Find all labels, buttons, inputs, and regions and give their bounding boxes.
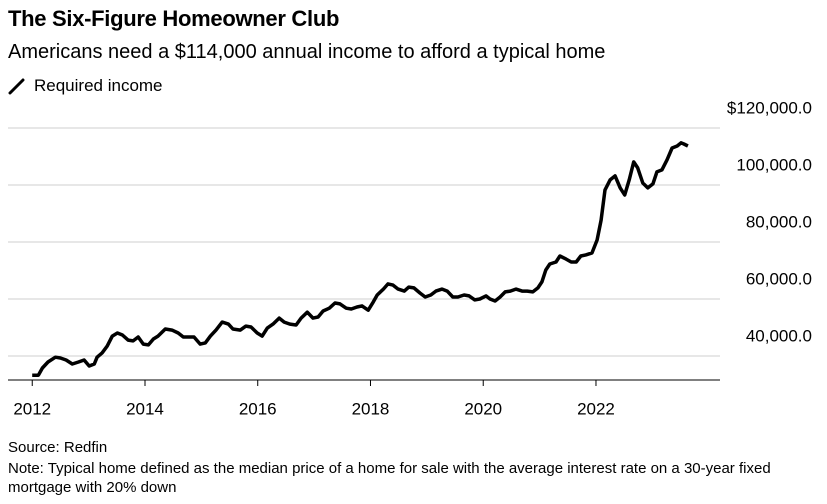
legend: Required income — [8, 76, 163, 96]
x-tick-label: 2012 — [13, 399, 51, 418]
y-tick-label: 60,000.0 — [746, 270, 812, 289]
chart-title: The Six-Figure Homeowner Club — [8, 6, 340, 31]
source: Source: Redfin — [8, 439, 108, 456]
x-tick-label: 2018 — [352, 399, 390, 418]
chart: 40,000.0 60,000.0 80,000.0 100,000.0 $120,00… — [8, 98, 812, 418]
y-tick-label: 80,000.0 — [746, 213, 812, 232]
y-tick-label: $120,000.0 — [727, 98, 812, 117]
legend-label: Required income — [34, 76, 163, 95]
note: Note: Typical home defined as the median… — [8, 460, 771, 496]
x-tick-label: 2022 — [577, 399, 615, 418]
legend-swatch — [8, 78, 25, 95]
x-tick-label: 2020 — [464, 399, 502, 418]
x-tick-label: 2016 — [239, 399, 277, 418]
y-tick-label: 100,000.0 — [736, 155, 812, 174]
chart-subtitle: Americans need a $114,000 annual income … — [8, 41, 606, 63]
y-tick-label: 40,000.0 — [746, 327, 812, 346]
data-line — [32, 141, 689, 377]
x-tick-label: 2014 — [126, 399, 164, 418]
